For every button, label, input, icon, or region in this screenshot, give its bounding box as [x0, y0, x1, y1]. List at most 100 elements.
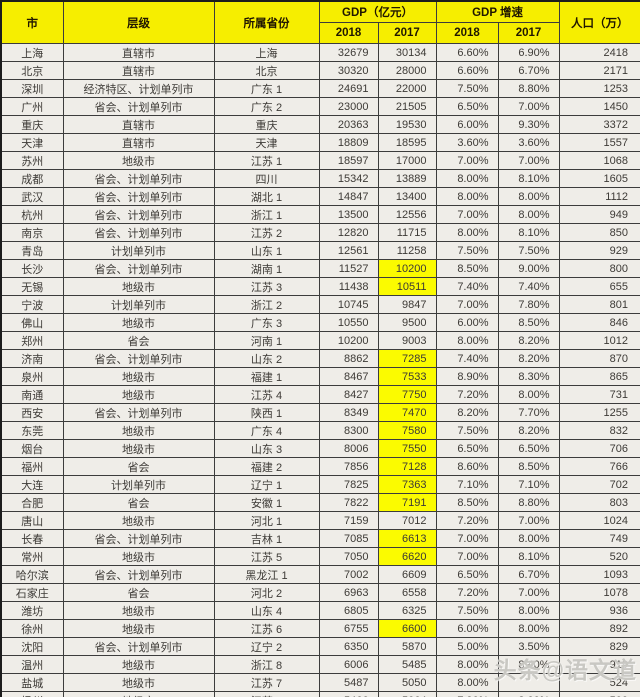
cell-tier: 计划单列市 [62, 295, 215, 314]
cell-gdp-2018: 11438 [318, 277, 379, 296]
cell-gdp-2018: 32679 [318, 43, 379, 62]
cell-population: 936 [558, 601, 640, 620]
cell-city: 徐州 [0, 619, 64, 638]
cell-province: 山东 1 [213, 241, 320, 260]
cell-gdp-2017: 9847 [377, 295, 437, 314]
cell-growth-2017: 8.20% [497, 349, 560, 368]
cell-province: 福建 2 [213, 457, 320, 476]
cell-growth-2018: 8.00% [435, 169, 499, 188]
cell-gdp-2018: 8300 [318, 421, 379, 440]
cell-province: 辽宁 2 [213, 637, 320, 656]
cell-population: 1450 [558, 97, 640, 116]
table-row: 大连 计划单列市 辽宁 1 7825 7363 7.10% 7.10% 702 [0, 475, 640, 494]
cell-population: 832 [558, 421, 640, 440]
table-row: 无锡 地级市 江苏 3 11438 10511 7.40% 7.40% 655 [0, 277, 640, 296]
cell-growth-2018: 6.50% [435, 97, 499, 116]
cell-city: 成都 [0, 169, 64, 188]
table-row: 济南 省会、计划单列市 山东 2 8862 7285 7.40% 8.20% 8… [0, 349, 640, 368]
cell-growth-2017: 8.20% [497, 421, 560, 440]
cell-population: 892 [558, 619, 640, 638]
cell-gdp-2017: 5485 [377, 655, 437, 674]
cell-growth-2018: 6.60% [435, 61, 499, 80]
cell-growth-2017: 6.70% [497, 61, 560, 80]
table-row: 徐州 地级市 江苏 6 6755 6600 6.00% 8.00% 892 [0, 619, 640, 638]
cell-tier: 省会、计划单列市 [62, 529, 215, 548]
cell-tier: 省会 [62, 493, 215, 512]
cell-gdp-2018: 6350 [318, 637, 379, 656]
cell-tier: 地级市 [62, 439, 215, 458]
cell-population: 800 [558, 259, 640, 278]
cell-growth-2017: 7.50% [497, 241, 560, 260]
cell-growth-2017: 9.00% [497, 259, 560, 278]
cell-population: 1093 [558, 565, 640, 584]
cell-gdp-2017: 5064 [377, 691, 437, 697]
cell-growth-2018: 8.20% [435, 403, 499, 422]
cell-tier: 省会、计划单列市 [62, 565, 215, 584]
cell-gdp-2017: 9500 [377, 313, 437, 332]
cell-gdp-2018: 12561 [318, 241, 379, 260]
cell-gdp-2018: 7159 [318, 511, 379, 530]
cell-gdp-2018: 6805 [318, 601, 379, 620]
table-row: 潍坊 地级市 山东 4 6805 6325 7.50% 8.00% 936 [0, 601, 640, 620]
cell-province: 湖北 1 [213, 187, 320, 206]
table-row: 扬州 地级市 江苏 8 5466 5064 7.90% 8.00% 500 [0, 691, 640, 697]
table-row: 唐山 地级市 河北 1 7159 7012 7.20% 7.00% 1024 [0, 511, 640, 530]
cell-gdp-2018: 7085 [318, 529, 379, 548]
cell-population: 929 [558, 241, 640, 260]
cell-city: 唐山 [0, 511, 64, 530]
cell-growth-2017: 7.00% [497, 511, 560, 530]
cell-gdp-2018: 7825 [318, 475, 379, 494]
cell-growth-2017: 7.10% [497, 475, 560, 494]
cell-growth-2018: 8.90% [435, 367, 499, 386]
cell-growth-2018: 7.40% [435, 349, 499, 368]
cell-province: 辽宁 1 [213, 475, 320, 494]
table-body: 上海 直辖市 上海 32679 30134 6.60% 6.90% 2418 北… [0, 43, 640, 697]
table-row: 佛山 地级市 广东 3 10550 9500 6.00% 8.50% 846 [0, 313, 640, 332]
cell-gdp-2017: 7285 [377, 349, 437, 368]
table-row: 成都 省会、计划单列市 四川 15342 13889 8.00% 8.10% 1… [0, 169, 640, 188]
cell-city: 武汉 [0, 187, 64, 206]
cell-population: 949 [558, 205, 640, 224]
cell-growth-2018: 7.50% [435, 241, 499, 260]
cell-population: 850 [558, 223, 640, 242]
cell-growth-2017: 3.50% [497, 637, 560, 656]
cell-gdp-2018: 5487 [318, 673, 379, 692]
table-row: 常州 地级市 江苏 5 7050 6620 7.00% 8.10% 520 [0, 547, 640, 566]
cell-city: 扬州 [0, 691, 64, 697]
cell-tier: 直辖市 [62, 61, 215, 80]
cell-tier: 省会 [62, 583, 215, 602]
cell-province: 浙江 1 [213, 205, 320, 224]
cell-province: 河北 1 [213, 511, 320, 530]
cell-growth-2017: 8.00% [497, 187, 560, 206]
cell-population: 1068 [558, 151, 640, 170]
cell-growth-2018: 7.40% [435, 277, 499, 296]
cell-gdp-2017: 22000 [377, 79, 437, 98]
cell-population: 1024 [558, 511, 640, 530]
cell-tier: 计划单列市 [62, 475, 215, 494]
cell-growth-2018: 7.00% [435, 529, 499, 548]
cell-province: 福建 1 [213, 367, 320, 386]
cell-gdp-2017: 6600 [377, 619, 437, 638]
cell-province: 重庆 [213, 115, 320, 134]
cell-city: 南通 [0, 385, 64, 404]
cell-city: 无锡 [0, 277, 64, 296]
cell-province: 江苏 8 [213, 691, 320, 697]
cell-growth-2017: 8.00% [497, 529, 560, 548]
cell-gdp-2018: 20363 [318, 115, 379, 134]
cell-gdp-2018: 8862 [318, 349, 379, 368]
cell-tier: 省会、计划单列市 [62, 97, 215, 116]
table-row: 南京 省会、计划单列市 江苏 2 12820 11715 8.00% 8.10%… [0, 223, 640, 242]
table-row: 郑州 省会 河南 1 10200 9003 8.00% 8.20% 1012 [0, 331, 640, 350]
cell-growth-2018: 8.00% [435, 223, 499, 242]
cell-tier: 省会 [62, 457, 215, 476]
cell-tier: 省会、计划单列市 [62, 169, 215, 188]
cell-province: 广东 3 [213, 313, 320, 332]
cell-city: 天津 [0, 133, 64, 152]
cell-growth-2018: 7.20% [435, 385, 499, 404]
table-row: 深圳 经济特区、计划单列市 广东 1 24691 22000 7.50% 8.8… [0, 79, 640, 98]
table-row: 福州 省会 福建 2 7856 7128 8.60% 8.50% 766 [0, 457, 640, 476]
header-growth-2017: 2017 [497, 22, 560, 44]
cell-tier: 地级市 [62, 367, 215, 386]
header-city: 市 [0, 0, 64, 44]
cell-population: 1605 [558, 169, 640, 188]
